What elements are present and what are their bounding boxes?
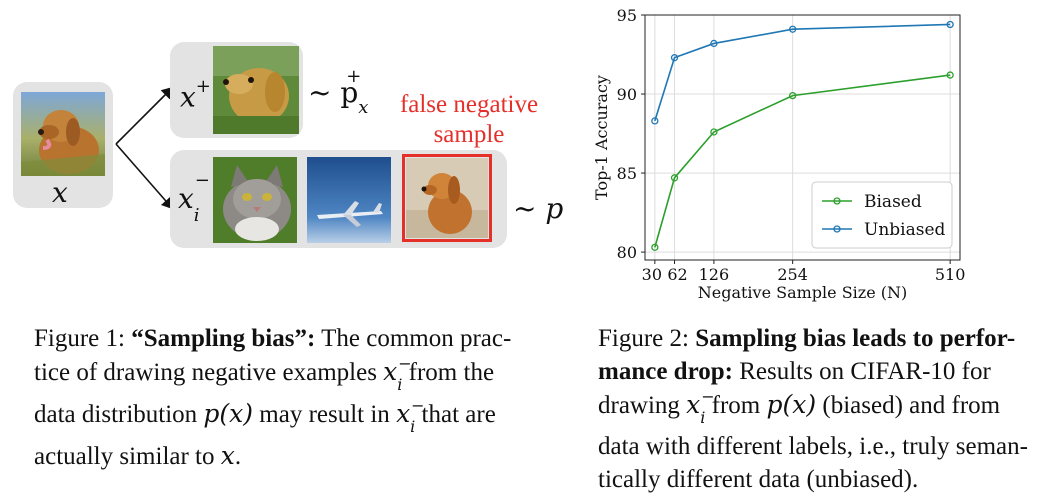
positive-distribution: ~ p + x xyxy=(308,66,369,118)
accuracy-chart: 80 85 90 95 30 62 126 254 510 Negative Sample Siz… xyxy=(592,6,966,302)
false-negative-line-2: sample xyxy=(433,121,505,148)
anchor-label: x xyxy=(52,176,68,209)
branch-arrows xyxy=(115,86,174,210)
legend-marker-biased xyxy=(833,197,841,205)
negative-dog-image xyxy=(406,158,488,238)
caption-2-line-1: Figure 2: Sampling bias leads to perfor- xyxy=(598,325,1016,352)
negative-cat-image xyxy=(213,157,297,243)
y-axis-label: Top-1 Accuracy xyxy=(592,75,611,200)
plot-frame xyxy=(644,14,961,261)
data-point-biased xyxy=(651,243,659,252)
series-line-unbiased xyxy=(654,23,951,122)
data-point-unbiased xyxy=(710,39,718,48)
legend-box xyxy=(811,181,953,249)
legend-label-unbiased: Unbiased xyxy=(864,220,946,240)
positive-label: x+ xyxy=(180,76,211,114)
x-tick-label: 254 xyxy=(777,265,808,284)
false-negative-highlight xyxy=(402,154,492,242)
figure-1-caption: Figure 1: “Sampling bias”: The common pr… xyxy=(34,322,562,473)
data-point-unbiased xyxy=(946,20,954,29)
data-point-biased xyxy=(946,71,954,79)
data-point-biased xyxy=(710,128,718,136)
caption-1-line-4: actually similar to x. xyxy=(34,441,242,470)
anchor-dog-image xyxy=(21,92,105,176)
negative-distribution: ~ p xyxy=(513,192,564,225)
caption-2-line-3: drawing x − i from p(x) (biased) and from xyxy=(598,387,1001,427)
data-point-unbiased xyxy=(670,54,679,62)
y-tick-label: 90 xyxy=(617,85,637,104)
y-tick-label: 95 xyxy=(617,6,637,25)
caption-1-line-3: data distribution p(x) may result in x − i… xyxy=(34,396,496,436)
caption-1-line-2: tice of drawing negative examples x − i fr… xyxy=(34,354,495,394)
data-point-biased xyxy=(789,91,797,100)
x-tick-label: 126 xyxy=(699,265,730,284)
x-tick-label: 510 xyxy=(935,265,966,284)
caption-2-line-5: tically different data (unbiased). xyxy=(598,466,919,493)
y-tick-label: 85 xyxy=(617,164,637,183)
data-point-unbiased xyxy=(651,117,659,125)
positive-dog-image xyxy=(213,46,299,134)
caption-1-line-1: Figure 1: “Sampling bias”: The common pr… xyxy=(34,325,512,352)
caption-2-line-2: mance drop: Results on CIFAR-10 for xyxy=(598,358,991,385)
y-tick-label: 80 xyxy=(617,243,637,262)
caption-2-line-4: data with different labels, i.e., truly … xyxy=(598,433,1028,460)
false-negative-line-1: false negative xyxy=(399,91,539,118)
false-negative-label: false negative sample xyxy=(394,90,544,150)
x-tick-label: 30 xyxy=(642,265,662,284)
legend-label-biased: Biased xyxy=(864,192,922,212)
data-point-unbiased xyxy=(789,25,797,33)
negative-airplane-image xyxy=(307,157,391,243)
x-axis-label: Negative Sample Size (N) xyxy=(698,283,908,302)
negative-label: x − i xyxy=(178,170,210,226)
legend-marker-unbiased xyxy=(833,225,841,233)
x-tick-label: 62 xyxy=(667,265,687,284)
series-line-biased xyxy=(654,74,951,248)
data-point-biased xyxy=(670,174,679,182)
